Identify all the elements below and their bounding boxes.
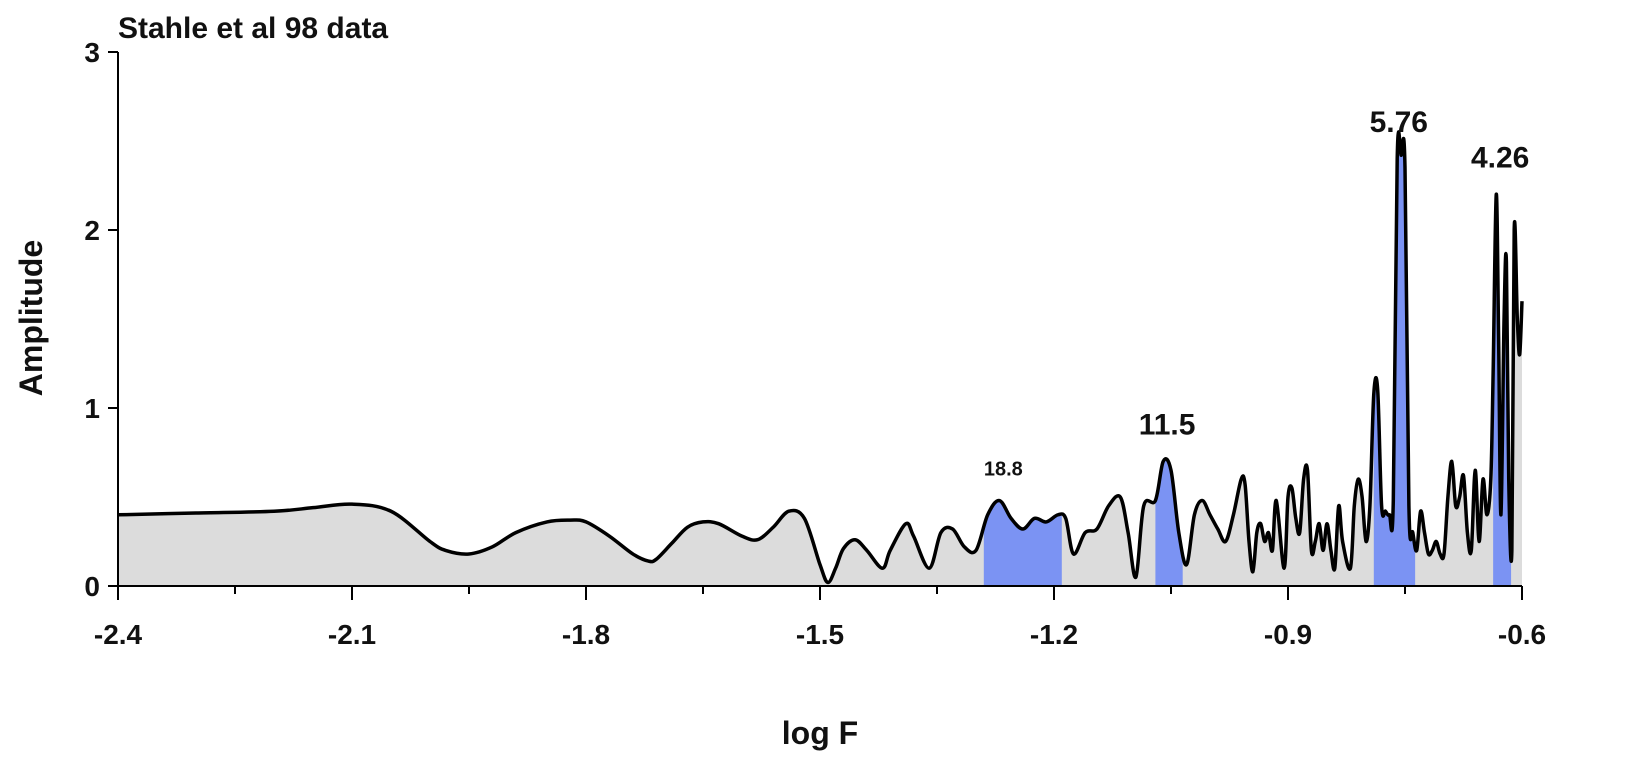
- peak-annotation: 5.76: [1370, 106, 1428, 139]
- x-tick-label: -2.1: [328, 619, 376, 650]
- x-tick-label: -2.4: [94, 619, 143, 650]
- y-tick-label: 0: [84, 571, 100, 602]
- axes: 0 1 2 3 -2.4 -2.1 -1.8 -1.5 -1.2 -0.9 -0.6: [84, 37, 1546, 650]
- plot-area: 18.8 11.5 5.76 4.26: [117, 106, 1529, 587]
- highlight-band: [983, 131, 1062, 586]
- x-axis-label: log F: [782, 715, 858, 751]
- y-tick-label: 3: [84, 37, 100, 68]
- series-line: [117, 130, 1524, 585]
- peak-annotation: 11.5: [1139, 409, 1196, 442]
- highlight-band: [1155, 131, 1183, 586]
- peak-annotation: 18.8: [984, 459, 1023, 481]
- x-tick-label: -1.8: [562, 619, 610, 650]
- x-tick-label: -0.9: [1264, 619, 1312, 650]
- y-tick-label: 2: [84, 215, 100, 246]
- x-tick-label: -0.6: [1498, 619, 1546, 650]
- chart-title: Stahle et al 98 data: [118, 12, 388, 45]
- y-axis-label: Amplitude: [13, 240, 49, 396]
- x-tick-label: -1.2: [1030, 619, 1078, 650]
- x-tick-label: -1.5: [796, 619, 844, 650]
- y-tick-label: 1: [84, 393, 100, 424]
- peak-annotation: 4.26: [1471, 142, 1529, 175]
